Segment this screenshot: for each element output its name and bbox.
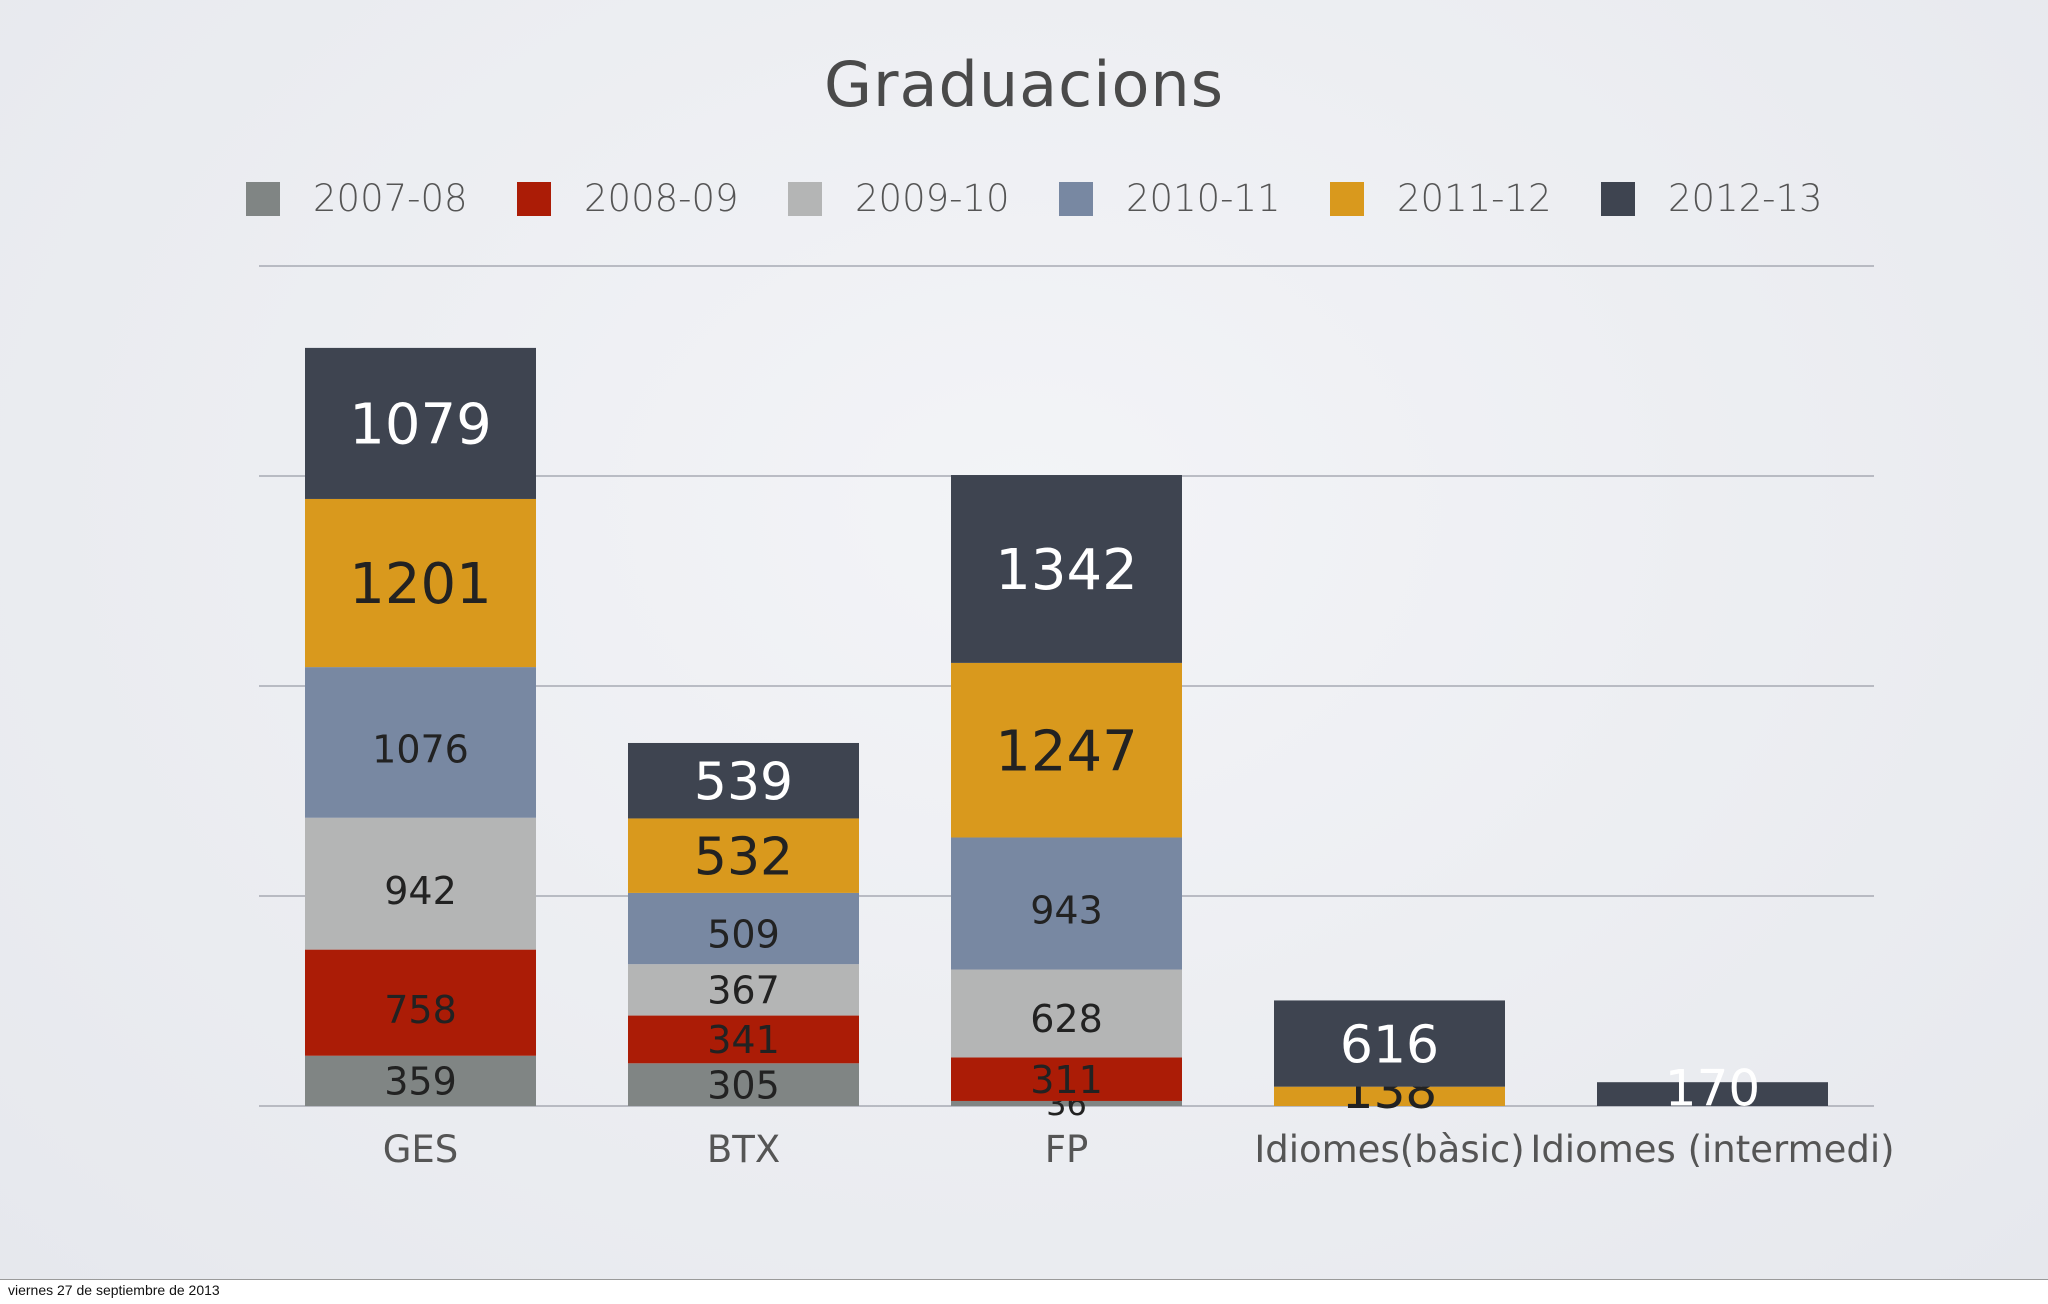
data-label: 942 xyxy=(384,869,457,913)
data-label: 311 xyxy=(1030,1058,1103,1102)
bar-segment-ges-2008-09 xyxy=(305,949,536,1056)
data-label: 539 xyxy=(694,752,793,812)
legend-label: 2010-11 xyxy=(1126,177,1281,220)
bar-segment-ges-2009-10 xyxy=(305,817,536,950)
legend-swatch xyxy=(1330,182,1364,216)
legend-swatch xyxy=(1601,182,1635,216)
data-label: 359 xyxy=(384,1060,457,1104)
data-label: 367 xyxy=(707,969,780,1013)
chart-title: Graduacions xyxy=(823,48,1224,121)
bar-segment-fp-2008-09 xyxy=(951,1057,1182,1101)
bar-segment-btx-2012-13 xyxy=(628,742,859,819)
bar-segment-btx-2009-10 xyxy=(628,964,859,1016)
bar-segment-idiomes-intermedi--2012-13 xyxy=(1597,1082,1828,1106)
bar-segment-fp-2007-08 xyxy=(951,1100,1182,1106)
data-label: 509 xyxy=(707,912,780,956)
data-label: 1247 xyxy=(995,719,1138,784)
bar-segment-btx-2011-12 xyxy=(628,818,859,893)
data-label: 1201 xyxy=(349,552,492,617)
legend-swatch xyxy=(1059,182,1093,216)
bar-segment-fp-2012-13 xyxy=(951,475,1182,663)
category-label: Idiomes(bàsic) xyxy=(1254,1128,1524,1171)
bar-segment-fp-2009-10 xyxy=(951,969,1182,1058)
data-label: 943 xyxy=(1030,889,1103,933)
category-label: FP xyxy=(1045,1128,1089,1171)
bar-segment-ges-2011-12 xyxy=(305,498,536,668)
data-label: 616 xyxy=(1340,1015,1439,1075)
legend-label: 2007-08 xyxy=(313,177,468,220)
bar-segment-ges-2007-08 xyxy=(305,1055,536,1106)
data-label: 758 xyxy=(384,988,457,1032)
data-label: 305 xyxy=(707,1063,780,1107)
data-label: 1076 xyxy=(372,728,469,772)
data-label: 628 xyxy=(1030,997,1103,1041)
category-label: BTX xyxy=(707,1128,780,1171)
footer-date: viernes 27 de septiembre de 2013 xyxy=(8,1282,220,1298)
bar-segment-ges-2010-11 xyxy=(305,667,536,818)
data-label: 1342 xyxy=(995,538,1138,603)
bar-segment-btx-2008-09 xyxy=(628,1015,859,1064)
bar-segment-idiomes-b-sic--2011-12 xyxy=(1274,1086,1505,1106)
category-label: Idiomes (intermedi) xyxy=(1530,1128,1894,1171)
legend-label: 2011-12 xyxy=(1397,177,1552,220)
data-label: 532 xyxy=(694,827,793,887)
legend-swatch xyxy=(517,182,551,216)
legend-label: 2012-13 xyxy=(1668,177,1823,220)
data-label: 170 xyxy=(1665,1060,1760,1118)
legend-label: 2009-10 xyxy=(855,177,1010,220)
legend-swatch xyxy=(788,182,822,216)
bar-segment-idiomes-b-sic--2012-13 xyxy=(1274,1000,1505,1087)
chart-legend: 2007-08 2008-09 2009-10 2010-11 2011-12 2012-… xyxy=(246,176,1823,222)
bar-segment-fp-2010-11 xyxy=(951,837,1182,970)
data-label: 1079 xyxy=(349,393,492,458)
bar-segment-fp-2011-12 xyxy=(951,662,1182,838)
bar-segment-ges-2012-13 xyxy=(305,347,536,499)
bar-segment-btx-2007-08 xyxy=(628,1063,859,1106)
legend-swatch xyxy=(246,182,280,216)
data-label: 341 xyxy=(707,1018,780,1062)
bar-segment-btx-2010-11 xyxy=(628,892,859,965)
legend-label: 2008-09 xyxy=(584,177,739,220)
category-label: GES xyxy=(383,1128,459,1171)
